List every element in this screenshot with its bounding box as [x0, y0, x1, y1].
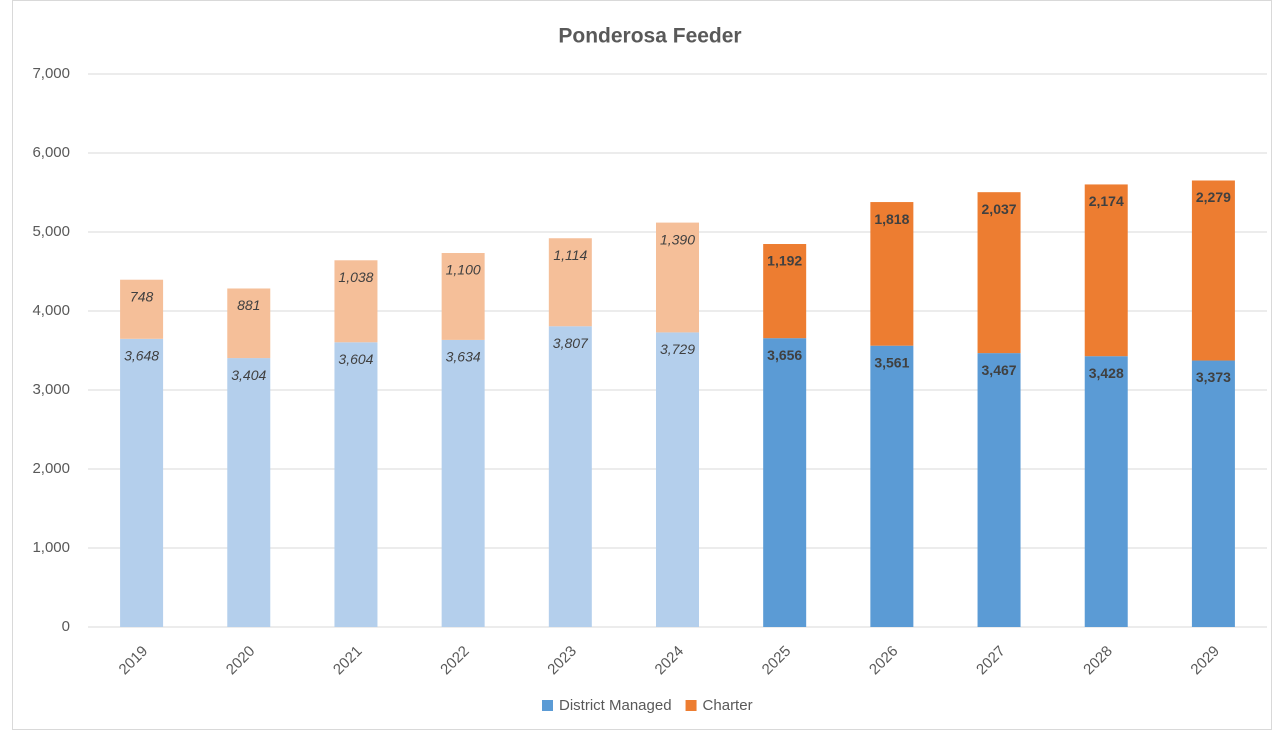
bar-segment — [977, 192, 1021, 354]
bar-segment — [334, 342, 378, 627]
bar-segment — [548, 238, 592, 327]
data-label: 1,100 — [446, 262, 481, 278]
bar-segment — [120, 279, 164, 339]
data-label: 2,174 — [1089, 193, 1124, 209]
y-tick-label: 2,000 — [32, 460, 70, 477]
legend-swatch — [542, 700, 553, 711]
data-label: 3,428 — [1089, 365, 1124, 381]
data-label: 1,192 — [767, 253, 802, 269]
data-label: 3,729 — [660, 341, 695, 357]
bar-segment — [548, 326, 592, 627]
y-tick-label: 7,000 — [32, 65, 70, 82]
bar-segment — [334, 260, 378, 343]
chart-frame — [12, 0, 1272, 730]
bar-segment — [1191, 360, 1235, 627]
bar-segment — [1191, 180, 1235, 361]
bar-segment — [441, 253, 485, 340]
y-tick-label: 4,000 — [32, 302, 70, 319]
bar-segment — [763, 338, 807, 627]
legend-label: Charter — [703, 697, 753, 714]
data-label: 3,467 — [982, 362, 1017, 378]
data-label: 3,648 — [124, 348, 159, 364]
data-label: 1,114 — [553, 247, 587, 263]
bar-segment — [1084, 356, 1128, 627]
y-tick-label: 3,000 — [32, 381, 70, 398]
data-label: 3,373 — [1196, 369, 1231, 385]
data-label: 881 — [237, 297, 260, 313]
data-label: 3,404 — [231, 367, 266, 383]
data-label: 2,037 — [982, 201, 1017, 217]
bar-segment — [656, 332, 699, 627]
data-label: 3,561 — [874, 354, 909, 370]
legend-swatch — [685, 700, 697, 711]
y-tick-label: 5,000 — [32, 223, 70, 240]
data-label: 2,279 — [1196, 189, 1231, 205]
bar-segment — [870, 345, 914, 627]
data-label: 748 — [130, 288, 154, 304]
bar-segment — [1084, 184, 1128, 357]
bar-segment — [870, 202, 914, 346]
bar-segment — [227, 288, 271, 359]
data-label: 3,634 — [446, 349, 481, 365]
data-label: 1,818 — [874, 211, 909, 227]
chart-title: Ponderosa Feeder — [558, 25, 741, 48]
bar-segment — [441, 339, 485, 627]
bar-segment — [120, 338, 164, 627]
bar-segment — [763, 244, 807, 339]
y-tick-label: 1,000 — [32, 539, 70, 556]
y-tick-label: 6,000 — [32, 144, 70, 161]
bar-segment — [656, 222, 699, 333]
bar-segment — [227, 358, 271, 627]
data-label: 3,807 — [553, 335, 589, 351]
bar-segment — [977, 353, 1021, 627]
data-label: 1,038 — [338, 269, 373, 285]
data-label: 1,390 — [660, 231, 695, 247]
data-label: 3,604 — [338, 351, 373, 367]
y-tick-label: 0 — [62, 618, 70, 635]
legend-label: District Managed — [559, 697, 672, 714]
data-label: 3,656 — [767, 347, 802, 363]
